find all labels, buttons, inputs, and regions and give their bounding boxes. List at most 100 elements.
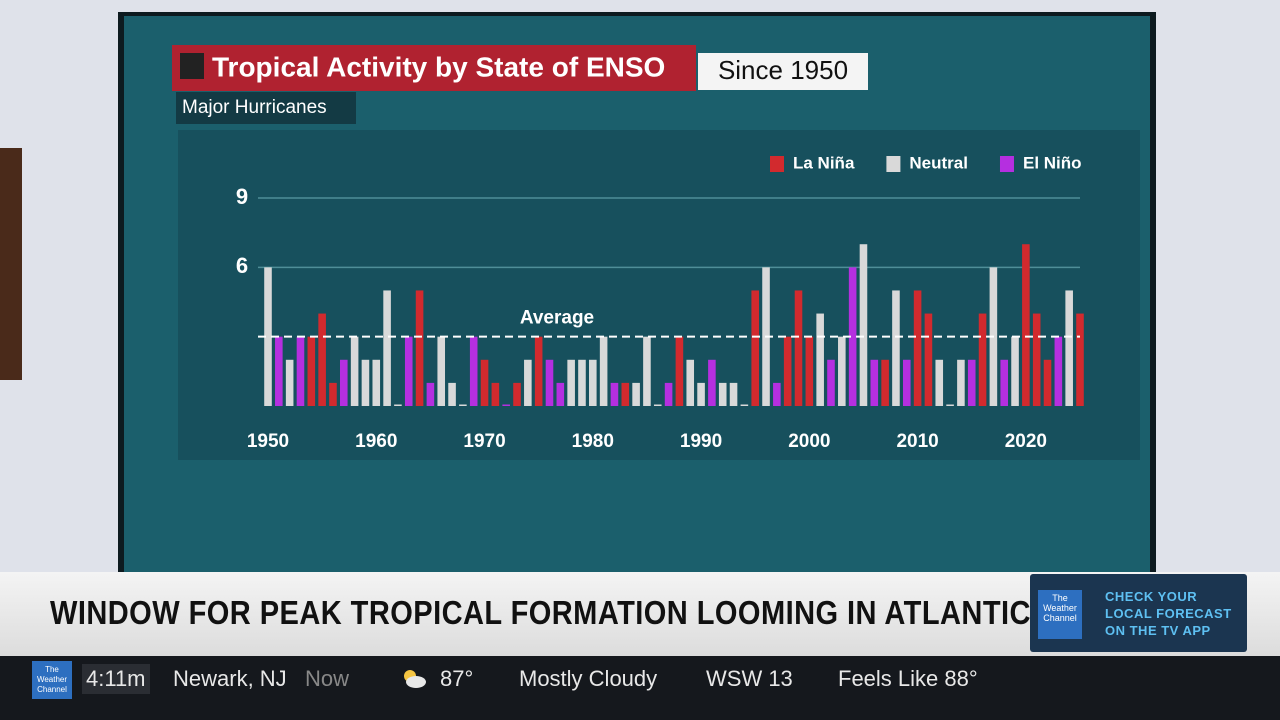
promo: The Weather Channel CHECK YOUR LOCAL FOREC…	[1030, 574, 1247, 652]
y-label-box	[176, 92, 356, 124]
bar	[394, 404, 402, 406]
x-tick-label: 2000	[788, 431, 830, 452]
ticker-condition: Mostly Cloudy	[519, 666, 658, 691]
bar	[1022, 244, 1030, 406]
bar	[632, 382, 640, 406]
x-tick-label: 1950	[247, 431, 289, 452]
bar	[502, 404, 510, 406]
side-monitor	[0, 148, 22, 380]
title-bar	[172, 45, 696, 91]
bar	[491, 382, 500, 406]
chart-subtitle: Since 1950	[718, 55, 848, 85]
y-tick-label: 9	[236, 184, 248, 209]
bar	[783, 336, 792, 406]
chart-title: Tropical Activity by State of ENSO	[212, 51, 665, 82]
x-tick-label: 2020	[1005, 431, 1047, 452]
bar	[372, 359, 381, 406]
bar	[448, 382, 456, 406]
bar	[978, 313, 987, 406]
bar	[339, 359, 348, 406]
bar	[285, 359, 294, 406]
bar	[751, 290, 759, 406]
title-icon	[180, 53, 204, 79]
bar	[469, 336, 478, 406]
bar	[892, 290, 900, 406]
bar	[967, 359, 976, 406]
bar	[913, 290, 922, 406]
bar	[848, 267, 857, 406]
bar	[643, 336, 651, 406]
bar	[1032, 313, 1041, 406]
bar	[1043, 359, 1052, 406]
promo-line: ON THE TV APP	[1105, 623, 1211, 638]
ticker-location: Newark, NJ	[173, 666, 287, 691]
bar	[859, 244, 868, 406]
bar	[653, 404, 662, 406]
bar	[534, 336, 543, 406]
bar	[708, 359, 716, 406]
promo-logo: The Weather Channel	[1038, 590, 1082, 639]
bar	[513, 382, 521, 406]
bar	[545, 359, 554, 406]
ticker-now: Now	[305, 666, 350, 691]
bar	[957, 359, 965, 406]
promo-text: CHECK YOUR LOCAL FORECAST ON THE TV APP	[1105, 588, 1232, 639]
bar	[740, 404, 749, 406]
logo-line: Weather	[1043, 603, 1077, 613]
bar	[1011, 336, 1019, 406]
x-tick-label: 1980	[572, 431, 614, 452]
logo-line: Channel	[37, 685, 67, 694]
legend-swatch	[770, 156, 784, 172]
bar	[675, 336, 684, 406]
bar	[556, 382, 565, 406]
legend-label: La Niña	[793, 153, 855, 172]
bar	[729, 382, 738, 406]
ticker-logo: The Weather Channel	[32, 661, 72, 699]
bar	[881, 359, 889, 406]
bar	[664, 382, 673, 406]
bar	[589, 359, 597, 406]
screen: Tropical Activity by State of ENSO Since…	[0, 12, 1156, 572]
bar	[805, 336, 814, 406]
logo-line: The	[1052, 593, 1068, 603]
bar	[567, 359, 575, 406]
legend-label: El Niño	[1023, 153, 1082, 172]
ticker: The Weather Channel 4:11m Newark, NJ Now 8…	[0, 656, 1280, 720]
bar	[946, 404, 954, 406]
legend-label: Neutral	[909, 153, 968, 172]
bar	[902, 359, 911, 406]
bar	[383, 290, 391, 406]
bar	[621, 382, 630, 406]
bar	[935, 359, 944, 406]
bar	[686, 359, 695, 406]
bar	[1065, 290, 1073, 406]
bar	[838, 336, 846, 406]
promo-line: CHECK YOUR	[1105, 589, 1198, 604]
lower-third: WINDOW FOR PEAK TROPICAL FORMATION LOOMI…	[0, 572, 1280, 656]
bar	[415, 290, 424, 406]
bar	[827, 359, 835, 406]
bar	[1000, 359, 1009, 406]
y-axis-label: Major Hurricanes	[182, 97, 327, 118]
bar	[459, 404, 467, 406]
bar	[578, 359, 586, 406]
bar	[350, 336, 359, 406]
weather-icon	[404, 670, 426, 688]
bar	[404, 336, 413, 406]
logo-line: Channel	[1043, 613, 1077, 623]
x-tick-label: 1970	[463, 431, 505, 452]
bar	[296, 336, 305, 406]
ticker-feels-like: Feels Like 88°	[838, 666, 978, 691]
bar	[264, 267, 272, 406]
bar	[924, 313, 933, 406]
ticker-time: 4:11m	[82, 664, 150, 694]
logo-line: Weather	[36, 675, 68, 684]
x-tick-label: 1990	[680, 431, 722, 452]
bar	[718, 382, 727, 406]
bar	[610, 382, 619, 406]
bar	[361, 359, 370, 406]
bar	[307, 336, 316, 406]
bar	[1054, 336, 1063, 406]
plot: 6 9 1950 1960 1970 1980 1990 2000 2010 2020 Averag…	[236, 153, 1084, 452]
